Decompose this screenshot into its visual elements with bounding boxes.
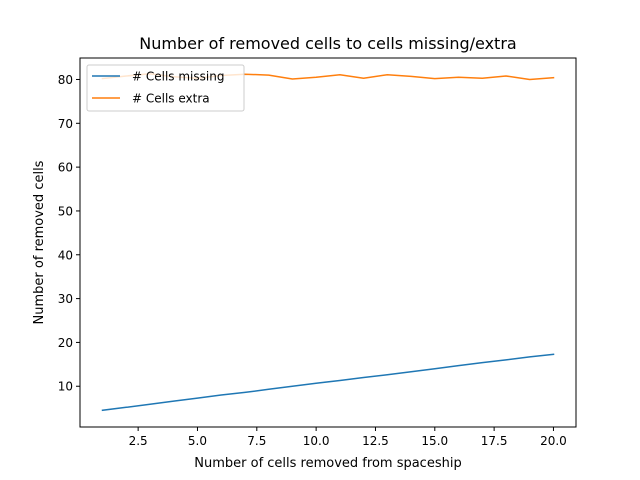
plot-area [101,73,555,412]
x-tick-label: 5.0 [188,434,207,448]
x-axis-label: Number of cells removed from spaceship [194,456,461,471]
x-tick-label: 15.0 [421,434,448,448]
x-tick-label: 7.5 [247,434,266,448]
legend-label: # Cells missing [132,70,224,84]
y-axis-label: Number of removed cells [32,160,47,324]
legend-label: # Cells extra [132,92,210,106]
y-tick-label: 80 [58,73,73,87]
y-tick-label: 70 [58,117,73,131]
y-tick-label: 60 [58,161,73,175]
y-tick-label: 10 [58,380,73,394]
y-tick-label: 20 [58,336,73,350]
x-axis: 2.5 5.0 7.5 10.0 12.5 15.0 17.5 20.0 [129,427,567,448]
chart-title: Number of removed cells to cells missing… [139,34,516,53]
x-tick-label: 20.0 [540,434,567,448]
legend: # Cells missing # Cells extra [86,64,245,112]
y-tick-label: 30 [58,292,73,306]
y-tick-label: 40 [58,248,73,262]
x-tick-label: 12.5 [362,434,389,448]
x-tick-label: 17.5 [481,434,508,448]
legend-box [86,64,245,112]
x-tick-label: 2.5 [129,434,148,448]
y-axis: 10 20 30 40 50 60 70 80 [58,73,80,394]
series-line-cells-missing [101,353,555,412]
y-tick-label: 50 [58,204,73,218]
x-tick-label: 10.0 [303,434,330,448]
plot-frame [79,57,577,428]
